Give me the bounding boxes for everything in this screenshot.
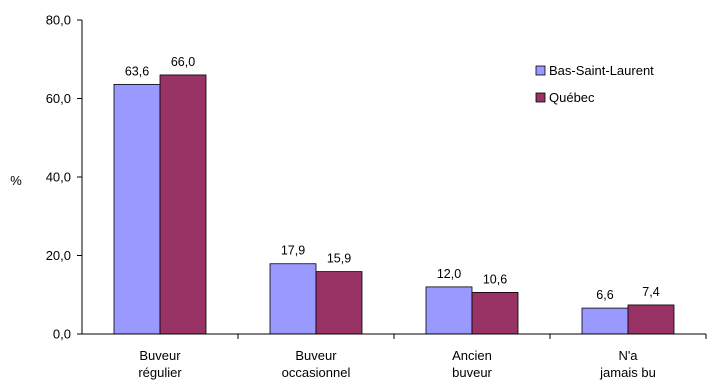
bar [581, 307, 629, 335]
x-tick-label: Ancien [452, 348, 492, 363]
bar-value-label: 15,9 [327, 252, 351, 266]
bar [269, 263, 317, 335]
bar [627, 304, 675, 335]
y-tick-label: 20,0 [46, 248, 71, 263]
y-tick-label: 0,0 [53, 327, 71, 342]
y-axis-label: % [10, 173, 22, 188]
legend-label: Bas-Saint-Laurent [549, 63, 654, 78]
bar-value-label: 17,9 [281, 244, 305, 258]
legend-label: Québec [549, 90, 595, 105]
y-tick-label: 80,0 [46, 13, 71, 28]
x-tick-label: régulier [138, 365, 182, 380]
x-tick-label: N'a [618, 348, 638, 363]
x-tick-label: buveur [452, 365, 492, 380]
bar [159, 74, 207, 335]
bar [113, 83, 161, 335]
bar [471, 291, 519, 335]
x-tick-label: Buveur [295, 348, 337, 363]
bar [315, 271, 363, 335]
bar-value-label: 7,4 [642, 285, 659, 299]
bar [425, 286, 473, 335]
data-labels: 63,6 66,0 17,9 15,9 12,0 10,6 6,6 7,4 [125, 55, 660, 302]
y-axis-ticks: 0,0 20,0 40,0 60,0 80,0 [46, 13, 82, 342]
bar-value-label: 10,6 [483, 272, 507, 286]
bar-value-label: 66,0 [171, 55, 195, 69]
y-tick-label: 60,0 [46, 91, 71, 106]
legend: Bas-Saint-Laurent Québec [535, 63, 654, 105]
x-tick-label: Buveur [139, 348, 181, 363]
y-tick-label: 40,0 [46, 170, 71, 185]
bar-value-label: 6,6 [596, 288, 613, 302]
legend-swatch [535, 65, 546, 76]
bar-value-label: 63,6 [125, 64, 149, 78]
x-axis-labels: Buveur régulier Buveur occasionnel Ancien buv… [138, 334, 707, 380]
x-tick-label: occasionnel [282, 365, 351, 380]
legend-swatch [535, 92, 546, 103]
bar-group [113, 74, 675, 335]
x-tick-label: jamais bu [599, 365, 656, 380]
bar-value-label: 12,0 [437, 267, 461, 281]
